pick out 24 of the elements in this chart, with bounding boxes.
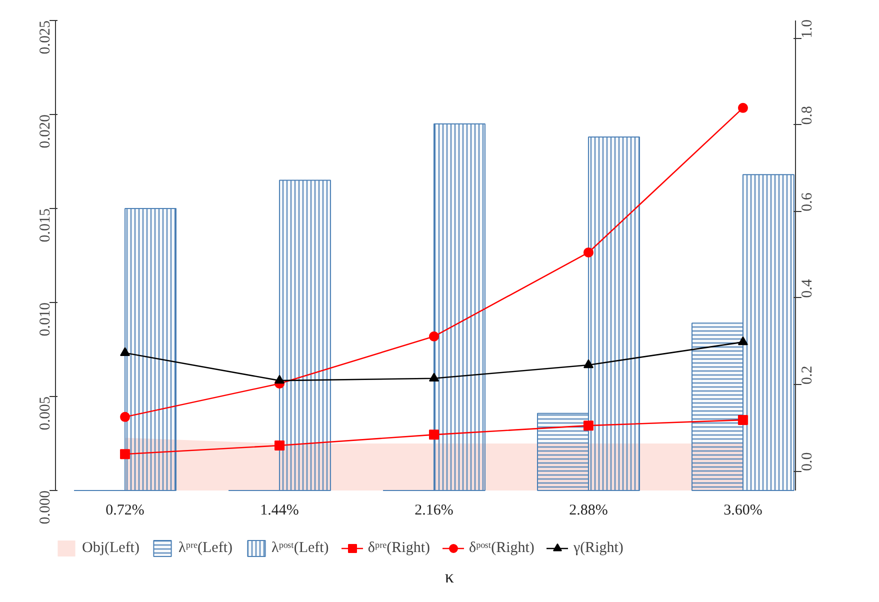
legend-label: λᵖᵒˢᵗ(Left)	[272, 540, 329, 556]
y-tick-label: 0.005	[38, 396, 54, 430]
y-tick-label: 0.020	[38, 114, 54, 148]
y2-tick-label: 0.8	[800, 106, 816, 125]
x-axis-title: κ	[444, 566, 454, 586]
y2-tick-label: 0.6	[800, 192, 816, 212]
y-tick-label: 0.010	[38, 302, 54, 336]
y2-tick-label: 1.0	[800, 19, 816, 38]
legend-label: γ(Right)	[573, 540, 624, 556]
y-tick-label: 0.025	[38, 20, 54, 54]
y2-tick-label: 0.2	[800, 366, 816, 384]
y-tick-label: 0.000	[38, 490, 54, 524]
legend-label: Obj(Left)	[82, 540, 140, 556]
x-tick-label: 1.44%	[260, 502, 299, 518]
x-tick-label: 2.16%	[414, 502, 454, 518]
legend-label: δᵖᵒˢᵗ(Right)	[468, 540, 534, 556]
y2-tick-label: 0.4	[800, 278, 816, 298]
y2-tick-label: 0.0	[800, 452, 816, 472]
legend-label: δᵖʳᵉ(Right)	[368, 540, 430, 556]
x-tick-label: 2.88%	[569, 502, 608, 518]
x-tick-label: 0.72%	[106, 502, 144, 518]
x-tick-label: 3.60%	[724, 502, 762, 518]
y-tick-label: 0.015	[38, 208, 54, 242]
legend-label: λᵖʳᵉ(Left)	[178, 540, 233, 556]
